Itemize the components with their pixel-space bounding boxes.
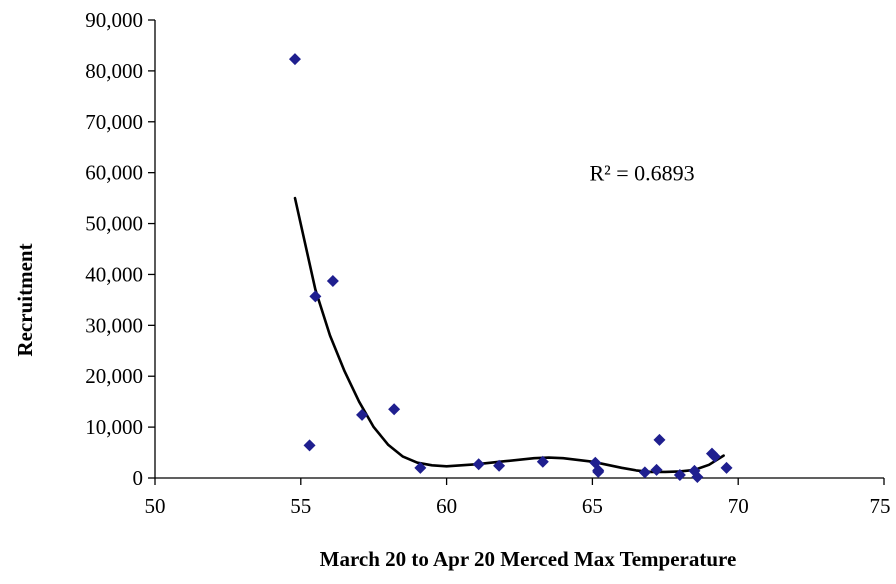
data-point: [472, 458, 485, 471]
data-point: [414, 461, 427, 474]
x-tick-label: 70: [728, 494, 749, 518]
y-tick-label: 10,000: [85, 415, 143, 439]
data-point: [691, 470, 704, 483]
data-point: [388, 403, 401, 416]
data-point: [536, 455, 549, 468]
y-tick-label: 60,000: [85, 161, 143, 185]
data-point: [708, 450, 721, 463]
y-tick-label: 70,000: [85, 110, 143, 134]
data-point: [356, 408, 369, 421]
data-point: [720, 461, 733, 474]
y-tick-label: 0: [133, 466, 144, 490]
data-points: [288, 53, 733, 483]
data-point: [650, 463, 663, 476]
x-tick-label: 55: [290, 494, 311, 518]
data-point: [592, 465, 605, 478]
data-point: [326, 275, 339, 288]
x-tick-label: 75: [870, 494, 891, 518]
y-tick-label: 50,000: [85, 212, 143, 236]
data-point: [653, 433, 666, 446]
data-point: [493, 459, 506, 472]
y-tick-label: 30,000: [85, 313, 143, 337]
y-tick-label: 80,000: [85, 59, 143, 83]
y-tick-label: 40,000: [85, 262, 143, 286]
y-tick-label: 20,000: [85, 364, 143, 388]
data-point: [638, 466, 651, 479]
axes: [154, 20, 884, 479]
y-tick-label: 90,000: [85, 8, 143, 32]
x-tick-label: 50: [145, 494, 166, 518]
polynomial-trendline: [293, 196, 725, 474]
x-tick-label: 65: [582, 494, 603, 518]
axis-ticks: [148, 19, 885, 485]
x-tick-label: 60: [436, 494, 457, 518]
r-squared-annotation: R² = 0.6893: [589, 160, 694, 185]
data-point: [303, 439, 316, 452]
y-axis-title: Recruitment: [13, 243, 37, 356]
y-tick-labels: 0 10,000 20,000 30,000 40,000 50,000 60,000 70,…: [85, 8, 143, 490]
data-point: [309, 290, 322, 303]
x-tick-labels: 50 55 60 65 70 75: [145, 494, 891, 518]
data-point: [673, 468, 686, 481]
x-axis-title: March 20 to Apr 20 Merced Max Temperatur…: [320, 547, 737, 571]
data-point: [288, 53, 301, 66]
